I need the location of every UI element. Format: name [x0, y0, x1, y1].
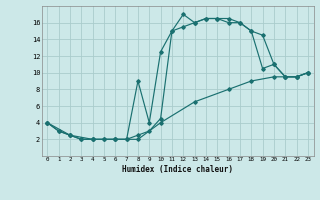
X-axis label: Humidex (Indice chaleur): Humidex (Indice chaleur) [122, 165, 233, 174]
